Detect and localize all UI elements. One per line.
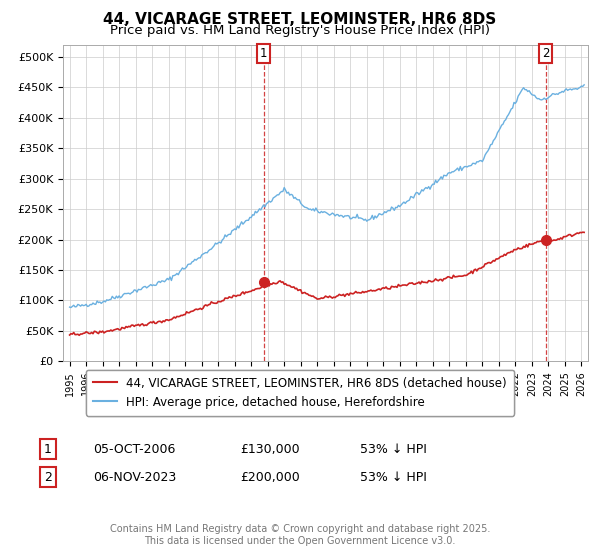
Text: 44, VICARAGE STREET, LEOMINSTER, HR6 8DS: 44, VICARAGE STREET, LEOMINSTER, HR6 8DS: [103, 12, 497, 27]
Text: 05-OCT-2006: 05-OCT-2006: [93, 442, 175, 456]
Text: 2: 2: [542, 48, 550, 60]
Text: 2: 2: [44, 470, 52, 484]
Text: 06-NOV-2023: 06-NOV-2023: [93, 470, 176, 484]
Text: Contains HM Land Registry data © Crown copyright and database right 2025.
This d: Contains HM Land Registry data © Crown c…: [110, 524, 490, 546]
Legend: 44, VICARAGE STREET, LEOMINSTER, HR6 8DS (detached house), HPI: Average price, d: 44, VICARAGE STREET, LEOMINSTER, HR6 8DS…: [86, 370, 514, 416]
Text: £200,000: £200,000: [240, 470, 300, 484]
Text: Price paid vs. HM Land Registry's House Price Index (HPI): Price paid vs. HM Land Registry's House …: [110, 24, 490, 37]
Text: 53% ↓ HPI: 53% ↓ HPI: [360, 442, 427, 456]
Text: 53% ↓ HPI: 53% ↓ HPI: [360, 470, 427, 484]
Text: £130,000: £130,000: [240, 442, 299, 456]
Text: 1: 1: [260, 48, 268, 60]
Text: 1: 1: [44, 442, 52, 456]
